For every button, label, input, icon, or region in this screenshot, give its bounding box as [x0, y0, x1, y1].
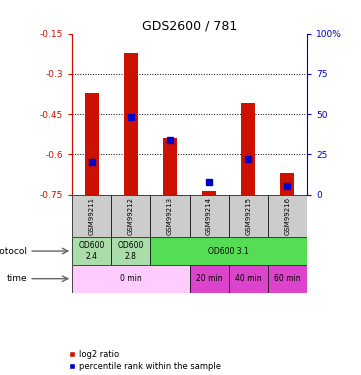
Text: GSM99212: GSM99212 [128, 197, 134, 235]
Text: 40 min: 40 min [235, 274, 261, 283]
Text: OD600 3.1: OD600 3.1 [208, 246, 249, 255]
Text: 20 min: 20 min [196, 274, 222, 283]
Text: GSM99213: GSM99213 [167, 197, 173, 235]
Text: 0 min: 0 min [120, 274, 142, 283]
Bar [111, 237, 151, 265]
Bar [229, 265, 268, 292]
Bar [268, 195, 307, 237]
Legend: log2 ratio, percentile rank within the sample: log2 ratio, percentile rank within the s… [69, 350, 221, 371]
Text: OD600
2.8: OD600 2.8 [118, 242, 144, 261]
Bar [72, 237, 111, 265]
Bar [151, 237, 307, 265]
Bar [202, 190, 216, 195]
Bar [242, 104, 255, 195]
Bar [190, 265, 229, 292]
Bar [268, 265, 307, 292]
Text: time: time [6, 274, 27, 283]
Bar [280, 173, 294, 195]
Bar [163, 138, 177, 195]
Text: 60 min: 60 min [274, 274, 301, 283]
Bar [151, 195, 190, 237]
Text: GSM99215: GSM99215 [245, 197, 251, 235]
Bar [111, 195, 151, 237]
Bar [72, 195, 111, 237]
Bar [190, 195, 229, 237]
Title: GDS2600 / 781: GDS2600 / 781 [142, 20, 237, 33]
Text: OD600
2.4: OD600 2.4 [79, 242, 105, 261]
Text: protocol: protocol [0, 246, 27, 255]
Text: GSM99216: GSM99216 [284, 197, 290, 235]
Text: GSM99211: GSM99211 [89, 197, 95, 235]
Bar [72, 265, 190, 292]
Text: GSM99214: GSM99214 [206, 197, 212, 235]
Bar [85, 93, 99, 195]
Bar [229, 195, 268, 237]
Bar [124, 53, 138, 195]
